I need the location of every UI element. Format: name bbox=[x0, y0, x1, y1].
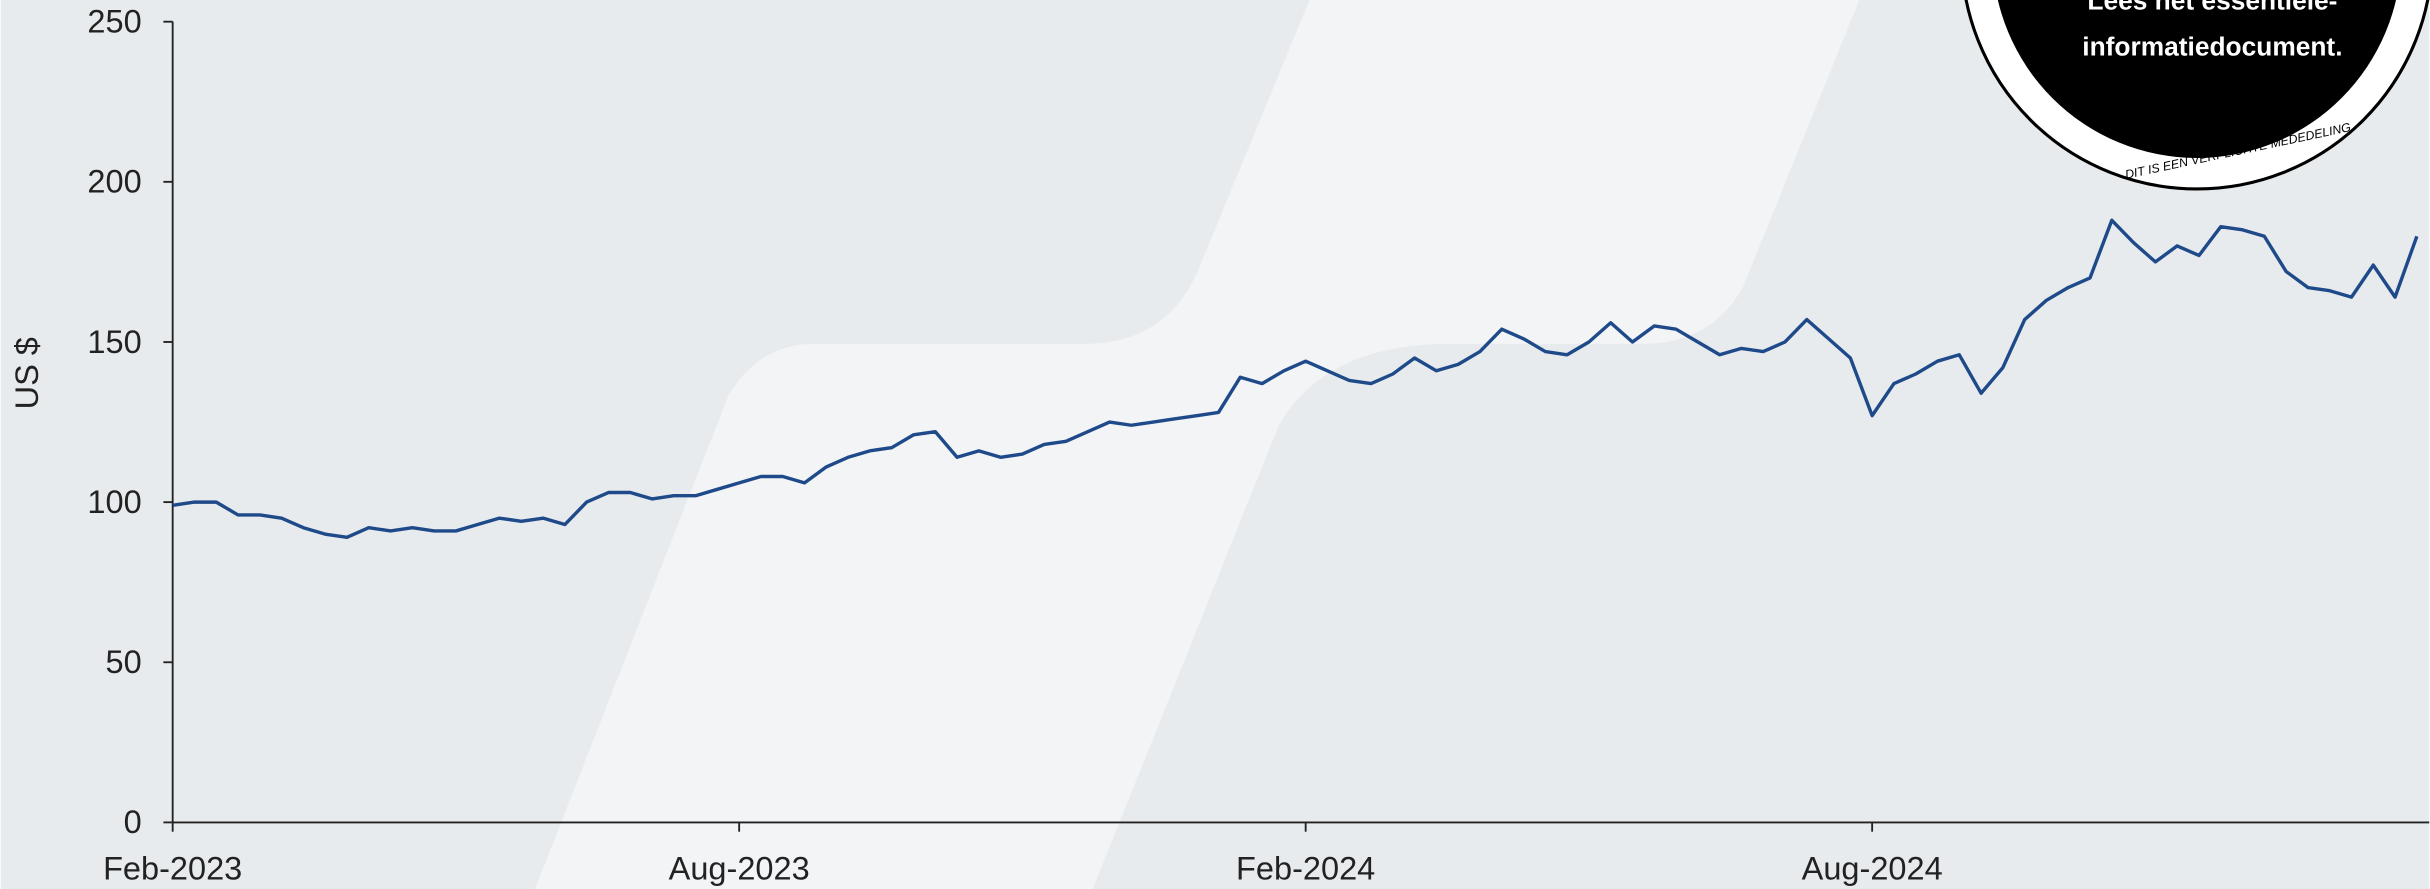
x-tick-label: Feb-2023 bbox=[103, 851, 242, 887]
badge-text: Lees het essentiële- bbox=[2087, 0, 2337, 15]
background-band bbox=[535, 0, 1860, 889]
y-tick-label: 50 bbox=[106, 644, 142, 680]
x-tick-label: Feb-2024 bbox=[1236, 851, 1375, 887]
badge-disc bbox=[1997, 0, 2396, 158]
y-tick-label: 100 bbox=[87, 484, 141, 520]
y-tick-label: 0 bbox=[124, 804, 142, 840]
y-axis-label: US $ bbox=[9, 337, 45, 409]
y-tick-label: 150 bbox=[87, 324, 141, 360]
x-tick-label: Aug-2023 bbox=[669, 851, 810, 887]
badge-text: informatiedocument. bbox=[2082, 32, 2342, 62]
badge: Lees het essentiële- informatiedocument.… bbox=[1964, 0, 2430, 191]
y-tick-label: 250 bbox=[87, 4, 141, 40]
y-tick-label: 200 bbox=[87, 164, 141, 200]
x-tick-label: Aug-2024 bbox=[1802, 851, 1943, 887]
price-line bbox=[172, 218, 2419, 540]
